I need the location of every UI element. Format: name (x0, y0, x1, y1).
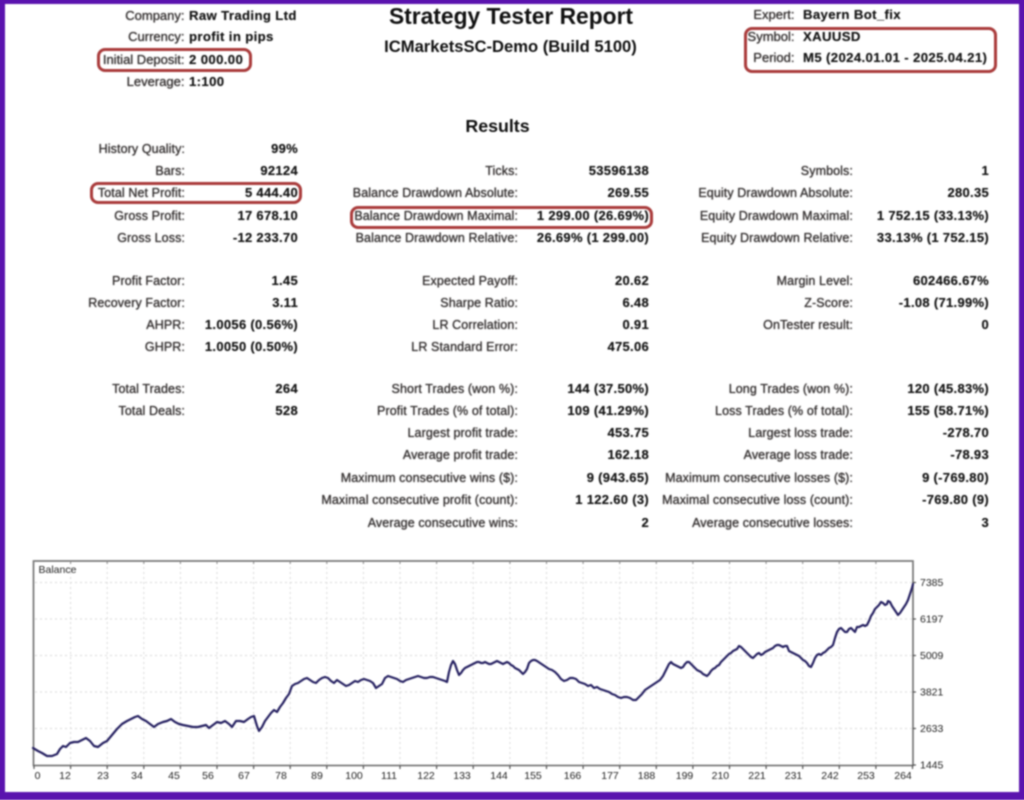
svg-text:122: 122 (417, 770, 435, 782)
svg-text:2633: 2633 (920, 723, 944, 735)
svg-text:0: 0 (35, 770, 41, 782)
svg-text:45: 45 (168, 770, 180, 782)
svg-text:144: 144 (490, 770, 508, 782)
svg-text:67: 67 (238, 770, 250, 782)
svg-text:34: 34 (131, 770, 143, 782)
svg-text:1445: 1445 (920, 760, 944, 772)
svg-text:242: 242 (821, 770, 839, 782)
svg-text:7385: 7385 (920, 577, 944, 589)
svg-text:12: 12 (59, 770, 71, 782)
svg-text:100: 100 (345, 770, 363, 782)
svg-text:5009: 5009 (920, 650, 944, 662)
svg-text:6197: 6197 (920, 614, 944, 626)
svg-text:264: 264 (894, 770, 912, 782)
svg-text:56: 56 (202, 770, 214, 782)
svg-text:111: 111 (381, 770, 397, 782)
svg-text:155: 155 (524, 770, 542, 782)
svg-text:231: 231 (785, 770, 803, 782)
svg-text:199: 199 (676, 770, 694, 782)
svg-text:166: 166 (564, 770, 582, 782)
svg-text:Balance: Balance (39, 564, 77, 576)
svg-text:253: 253 (857, 770, 875, 782)
svg-text:89: 89 (311, 770, 323, 782)
svg-text:221: 221 (748, 770, 766, 782)
svg-text:3821: 3821 (920, 687, 944, 699)
svg-text:177: 177 (601, 770, 619, 782)
svg-text:133: 133 (453, 770, 471, 782)
svg-text:210: 210 (712, 770, 730, 782)
svg-text:78: 78 (275, 770, 287, 782)
svg-text:23: 23 (97, 770, 109, 782)
svg-text:188: 188 (638, 770, 656, 782)
